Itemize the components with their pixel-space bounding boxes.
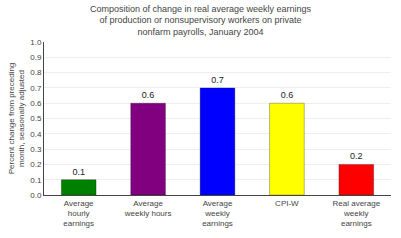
- svg-text:Averageweekly hours: Averageweekly hours: [124, 199, 172, 218]
- svg-text:Percent change from precedingm: Percent change from precedingmonth, seas…: [7, 63, 26, 175]
- svg-text:Real averageweeklyearnings: Real averageweeklyearnings: [333, 199, 381, 229]
- svg-text:0.9: 0.9: [30, 53, 42, 62]
- svg-text:0.8: 0.8: [30, 68, 42, 77]
- svg-text:CPI-W: CPI-W: [275, 199, 299, 208]
- svg-text:0.7: 0.7: [211, 75, 224, 85]
- svg-text:0.6: 0.6: [30, 99, 42, 108]
- svg-text:0.4: 0.4: [30, 130, 42, 139]
- svg-text:0.2: 0.2: [350, 151, 363, 161]
- svg-text:Averagehourlyearnings: Averagehourlyearnings: [63, 199, 94, 229]
- svg-text:0.5: 0.5: [30, 114, 42, 123]
- svg-text:Composition of change in real: Composition of change in real average we…: [90, 4, 312, 37]
- svg-text:0.3: 0.3: [30, 145, 42, 154]
- svg-text:0.6: 0.6: [281, 90, 294, 100]
- svg-text:0.7: 0.7: [30, 84, 42, 93]
- svg-text:0.6: 0.6: [142, 90, 155, 100]
- svg-text:0.2: 0.2: [30, 160, 42, 169]
- svg-text:0.1: 0.1: [72, 167, 85, 177]
- svg-text:0.0: 0.0: [30, 191, 42, 200]
- svg-text:Averageweeklyearnings: Averageweeklyearnings: [202, 199, 233, 229]
- svg-text:1.0: 1.0: [30, 38, 42, 47]
- svg-text:0.1: 0.1: [30, 176, 42, 185]
